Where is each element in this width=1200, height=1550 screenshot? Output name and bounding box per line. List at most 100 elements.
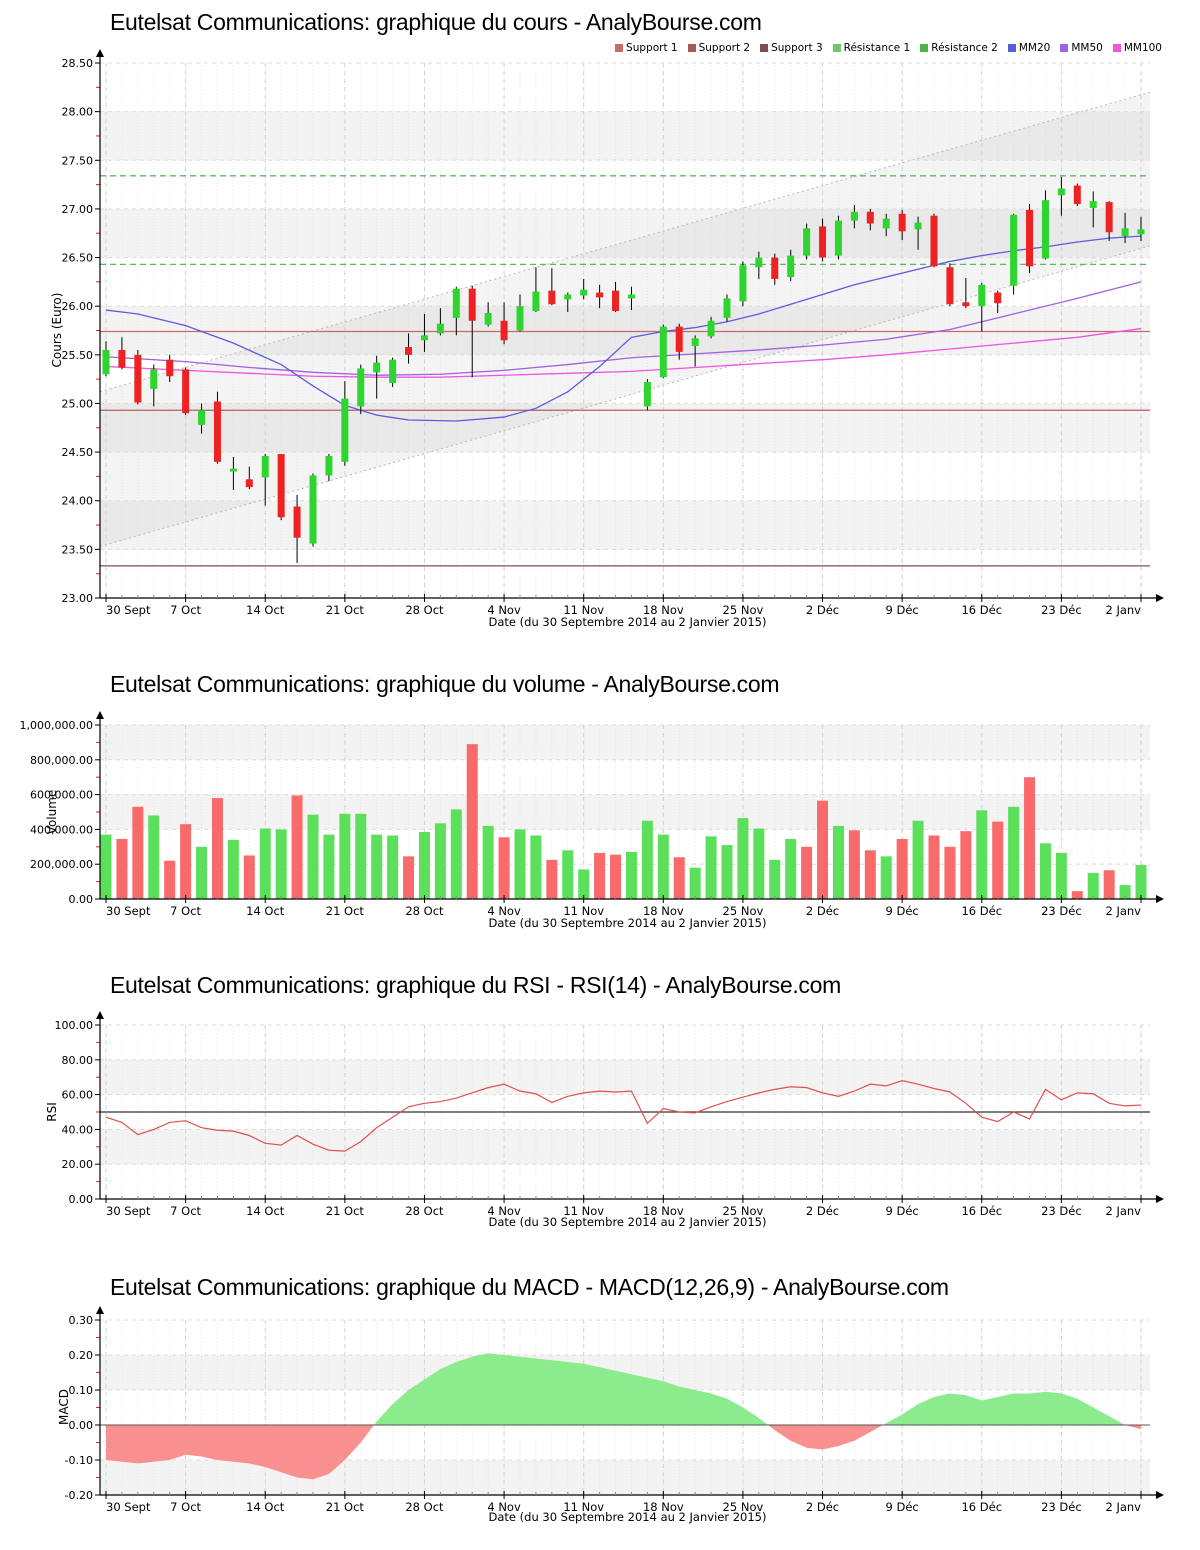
candle-body — [229, 468, 237, 472]
plot-band — [100, 794, 1150, 830]
y-tick-label: 100.00 — [55, 1019, 94, 1032]
x-tick-label: 18 Nov — [643, 1204, 684, 1218]
y-tick-label: 0.00 — [69, 893, 94, 906]
volume-bar — [1135, 865, 1147, 899]
volume-bar — [275, 829, 287, 899]
rsi-chart-title: Eutelsat Communications: graphique du RS… — [110, 972, 841, 998]
volume-bar — [482, 825, 494, 899]
candle-body — [787, 255, 795, 277]
candle-body — [198, 410, 206, 425]
volume-bar — [387, 835, 399, 899]
candle-body — [691, 338, 699, 347]
x-tick-label: 25 Nov — [723, 904, 764, 918]
price-chart-legend: Support 1 Support 2 Support 3 Résistance 1 R… — [615, 42, 1162, 54]
candle-body — [1073, 185, 1081, 205]
volume-chart-title: Eutelsat Communications: graphique du vo… — [110, 671, 780, 697]
x-tick-label: 9 Déc — [886, 1500, 919, 1514]
legend-item: Support 1 — [615, 42, 678, 54]
x-tick-label: 16 Déc — [961, 1500, 1002, 1514]
y-tick-label: 0.00 — [69, 1193, 94, 1206]
volume-bar — [1103, 870, 1115, 899]
legend-swatch-icon — [920, 44, 929, 52]
x-axis-arrow-icon — [1156, 1491, 1164, 1499]
plot-band — [100, 111, 1150, 161]
candle-body — [1121, 228, 1129, 237]
x-axis-arrow-icon — [1156, 895, 1164, 903]
volume-bar — [196, 846, 208, 899]
x-tick-label: 30 Sept — [106, 1500, 151, 1514]
candle-body — [1105, 202, 1113, 233]
x-tick-label: 2 Déc — [806, 603, 839, 617]
legend-swatch-icon — [1060, 44, 1069, 52]
legend-item: MM100 — [1112, 42, 1162, 54]
candle-body — [548, 290, 556, 305]
x-axis-arrow-icon — [1156, 594, 1164, 602]
legend-item: Résistance 2 — [920, 42, 998, 54]
y-tick-label: 0.20 — [69, 1349, 94, 1362]
volume-bar — [689, 867, 701, 899]
candle-body — [532, 291, 540, 312]
x-tick-label: 28 Oct — [405, 904, 444, 918]
y-tick-label: -0.10 — [65, 1454, 93, 1467]
volume-bar — [657, 834, 669, 899]
x-tick-label: 18 Nov — [643, 603, 684, 617]
legend-item: Support 2 — [687, 42, 750, 54]
candle-body — [1026, 209, 1034, 267]
candle-body — [405, 347, 413, 355]
x-tick-label: 2 Janv — [1105, 1500, 1141, 1514]
x-tick-label: 9 Déc — [886, 1204, 919, 1218]
candle-body — [516, 306, 524, 331]
trend-channel-fill — [100, 92, 1150, 547]
x-tick-label: 21 Oct — [326, 1204, 365, 1218]
volume-bar — [466, 744, 478, 899]
candle-body — [978, 284, 986, 307]
x-tick-label: 9 Déc — [886, 603, 919, 617]
volume-bar — [227, 839, 239, 899]
y-tick-label: 23.50 — [62, 543, 94, 556]
legend-swatch-icon — [832, 44, 841, 52]
plot-band — [100, 725, 1150, 760]
candle-body — [420, 335, 428, 341]
candle-body — [707, 320, 715, 337]
volume-bar — [323, 834, 335, 899]
volume-bar — [339, 813, 351, 899]
volume-bar — [992, 821, 1004, 899]
x-tick-label: 23 Déc — [1041, 1204, 1082, 1218]
y-tick-label: 200,000.00 — [30, 858, 93, 871]
candle-body — [134, 354, 142, 403]
candle-body — [882, 218, 890, 229]
volume-bar — [976, 810, 988, 899]
volume-bar — [610, 854, 622, 899]
volume-bar — [578, 869, 590, 899]
x-tick-label: 4 Nov — [487, 1500, 521, 1514]
volume-chart: 1,000,000.00 800,000.00 600,000.00 400,000.… — [20, 711, 1164, 918]
x-tick-label: 2 Déc — [806, 1500, 839, 1514]
trend-channel-lower-line — [99, 245, 1151, 547]
trend-channel-upper-line — [99, 91, 1151, 393]
volume-bar — [912, 820, 924, 899]
volume-bar — [625, 852, 637, 899]
price-chart-title: Eutelsat Communications: graphique du co… — [110, 9, 762, 35]
y-tick-label: 0.10 — [69, 1384, 94, 1397]
volume-bar — [705, 836, 717, 899]
plot-band — [100, 403, 1150, 453]
candle-body — [803, 228, 811, 256]
macd-negative-area — [106, 1425, 1141, 1480]
macd-chart-title: Eutelsat Communications: graphique du MA… — [110, 1274, 949, 1300]
x-tick-label: 2 Déc — [806, 904, 839, 918]
x-tick-label: 30 Sept — [106, 603, 151, 617]
x-tick-label: 4 Nov — [487, 603, 521, 617]
candle-body — [580, 289, 588, 296]
candle-body — [1057, 188, 1065, 196]
volume-bar — [371, 834, 383, 899]
volume-bar — [928, 835, 940, 899]
x-tick-label: 11 Nov — [563, 1500, 604, 1514]
candle-body — [930, 215, 938, 267]
x-tick-label: 14 Oct — [246, 904, 285, 918]
x-tick-label: 7 Oct — [170, 1204, 201, 1218]
volume-bar — [434, 823, 446, 899]
candle-body — [1089, 201, 1097, 208]
x-tick-label: 2 Déc — [806, 1204, 839, 1218]
x-tick-label: 4 Nov — [487, 1204, 521, 1218]
candle-body — [819, 226, 827, 258]
